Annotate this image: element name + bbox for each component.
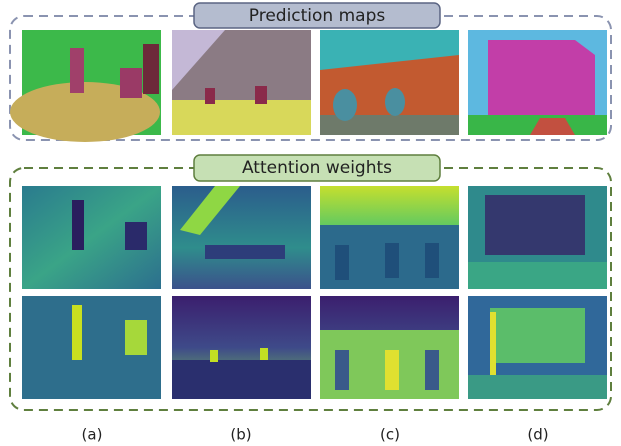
- caption: (c): [380, 426, 400, 444]
- attention-map: [172, 186, 311, 289]
- attention-map: [320, 296, 459, 399]
- section-title: Prediction maps: [249, 6, 386, 26]
- attention-map: [22, 186, 161, 289]
- label-box: [193, 154, 441, 182]
- prediction-image: [320, 30, 459, 135]
- caption: (a): [82, 426, 103, 444]
- prediction-image: [172, 30, 311, 135]
- attention-map: [320, 186, 459, 289]
- caption: (b): [230, 426, 251, 444]
- attention-map: [468, 296, 607, 399]
- prediction-image: [468, 30, 607, 135]
- attention-map: [172, 296, 311, 399]
- attention-map: [468, 186, 607, 289]
- caption: (d): [527, 426, 548, 444]
- label-box: [193, 2, 441, 29]
- section-title: Attention weights: [242, 158, 392, 178]
- prediction-image: [10, 30, 161, 142]
- attention-map: [22, 296, 161, 399]
